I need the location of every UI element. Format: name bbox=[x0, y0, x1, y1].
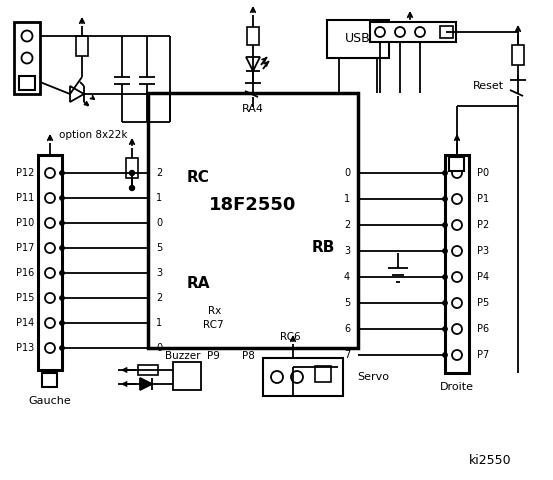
Text: USB: USB bbox=[345, 33, 371, 46]
Text: Droite: Droite bbox=[440, 382, 474, 392]
Circle shape bbox=[443, 249, 447, 253]
Text: P12: P12 bbox=[15, 168, 34, 178]
Text: 1: 1 bbox=[344, 194, 350, 204]
Bar bbox=[449, 157, 464, 171]
Bar bbox=[42, 373, 57, 387]
Bar bbox=[138, 365, 158, 375]
Bar bbox=[315, 366, 331, 382]
Text: P7: P7 bbox=[477, 350, 489, 360]
Bar bbox=[440, 26, 453, 38]
Text: 7: 7 bbox=[344, 350, 350, 360]
Text: 2: 2 bbox=[156, 293, 162, 303]
Text: P6: P6 bbox=[477, 324, 489, 334]
Text: RA: RA bbox=[186, 276, 210, 290]
Text: 1: 1 bbox=[156, 193, 162, 203]
Circle shape bbox=[60, 246, 64, 250]
Text: RC7: RC7 bbox=[203, 320, 223, 330]
Circle shape bbox=[129, 170, 134, 176]
Text: 18F2550: 18F2550 bbox=[210, 196, 297, 215]
Text: P13: P13 bbox=[15, 343, 34, 353]
Text: Servo: Servo bbox=[357, 372, 389, 382]
Circle shape bbox=[60, 221, 64, 225]
Circle shape bbox=[60, 196, 64, 200]
Circle shape bbox=[443, 301, 447, 305]
Text: P5: P5 bbox=[477, 298, 489, 308]
Bar bbox=[512, 45, 524, 65]
Text: P8: P8 bbox=[242, 351, 254, 361]
Text: P1: P1 bbox=[477, 194, 489, 204]
Circle shape bbox=[60, 171, 64, 175]
Text: RC: RC bbox=[186, 170, 210, 185]
Bar bbox=[173, 362, 201, 390]
Bar bbox=[445, 155, 469, 373]
Circle shape bbox=[60, 321, 64, 325]
Text: RC6: RC6 bbox=[280, 332, 300, 342]
Text: 1: 1 bbox=[156, 318, 162, 328]
Circle shape bbox=[443, 327, 447, 331]
Bar bbox=[14, 22, 40, 94]
Text: P9: P9 bbox=[207, 351, 220, 361]
Text: 3: 3 bbox=[156, 268, 162, 278]
Text: P10: P10 bbox=[15, 218, 34, 228]
Text: P0: P0 bbox=[477, 168, 489, 178]
Circle shape bbox=[129, 185, 134, 191]
Text: 0: 0 bbox=[156, 218, 162, 228]
Text: RA4: RA4 bbox=[242, 104, 264, 114]
Circle shape bbox=[443, 171, 447, 175]
Text: 0: 0 bbox=[344, 168, 350, 178]
Circle shape bbox=[443, 223, 447, 227]
Text: P17: P17 bbox=[15, 243, 34, 253]
Circle shape bbox=[443, 197, 447, 201]
Text: Reset: Reset bbox=[473, 81, 504, 91]
Text: RB: RB bbox=[311, 240, 335, 255]
Bar bbox=[19, 76, 35, 90]
Text: P4: P4 bbox=[477, 272, 489, 282]
Text: P11: P11 bbox=[15, 193, 34, 203]
Text: P2: P2 bbox=[477, 220, 489, 230]
Bar bbox=[327, 20, 389, 58]
Polygon shape bbox=[140, 378, 152, 390]
Circle shape bbox=[443, 353, 447, 357]
Text: ki2550: ki2550 bbox=[469, 454, 512, 467]
Text: Rx: Rx bbox=[208, 306, 221, 316]
Text: 0: 0 bbox=[156, 343, 162, 353]
Text: P15: P15 bbox=[15, 293, 34, 303]
Text: Buzzer: Buzzer bbox=[165, 351, 201, 361]
Circle shape bbox=[60, 346, 64, 350]
Text: P3: P3 bbox=[477, 246, 489, 256]
Text: 4: 4 bbox=[344, 272, 350, 282]
Text: 5: 5 bbox=[344, 298, 350, 308]
Bar bbox=[247, 27, 259, 45]
Bar bbox=[263, 358, 343, 396]
Text: 5: 5 bbox=[156, 243, 162, 253]
Text: 6: 6 bbox=[344, 324, 350, 334]
Text: P14: P14 bbox=[15, 318, 34, 328]
Text: 3: 3 bbox=[344, 246, 350, 256]
Text: P16: P16 bbox=[15, 268, 34, 278]
Text: 2: 2 bbox=[344, 220, 350, 230]
Circle shape bbox=[60, 296, 64, 300]
Text: Gauche: Gauche bbox=[29, 396, 71, 406]
Text: option 8x22k: option 8x22k bbox=[59, 130, 127, 140]
Bar bbox=[76, 36, 88, 56]
Circle shape bbox=[443, 275, 447, 279]
Circle shape bbox=[60, 271, 64, 275]
Text: 2: 2 bbox=[156, 168, 162, 178]
Bar bbox=[148, 93, 358, 348]
Bar bbox=[38, 155, 62, 370]
Bar bbox=[370, 22, 456, 42]
Bar bbox=[126, 158, 138, 178]
